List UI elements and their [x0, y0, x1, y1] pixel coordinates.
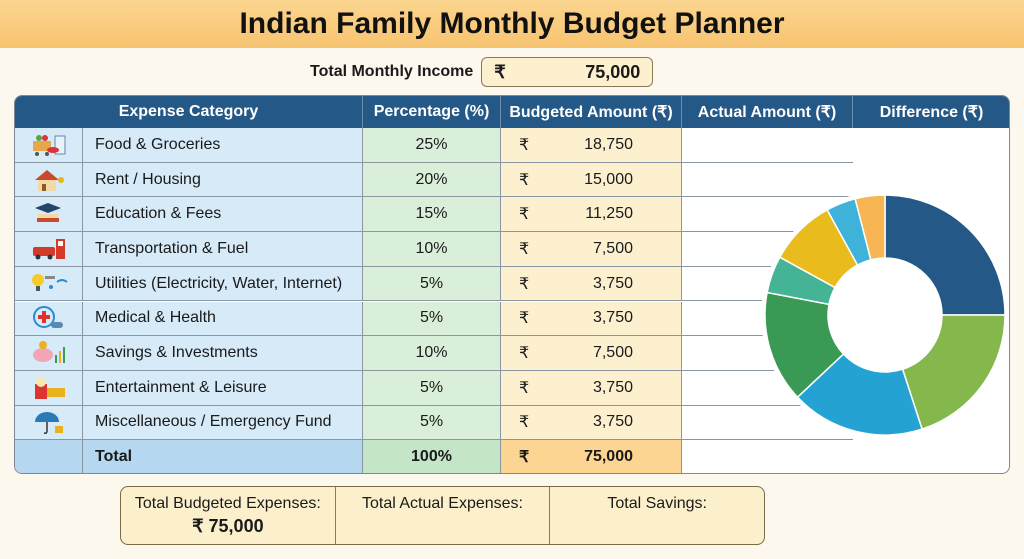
title-bar: Indian Family Monthly Budget Planner — [0, 0, 1024, 48]
budget-cell[interactable]: ₹3,750 — [501, 301, 682, 337]
donut-slice-1 — [901, 314, 1006, 431]
percentage-cell[interactable]: 10% — [363, 336, 501, 371]
header-0: Expense Category — [15, 96, 363, 128]
summary-label: Total Budgeted Expenses: — [134, 495, 321, 512]
rupee-symbol: ₹ — [519, 171, 530, 189]
total-label: Total — [83, 440, 363, 473]
percentage-cell[interactable]: 5% — [363, 301, 501, 337]
rupee-symbol: ₹ — [519, 275, 530, 293]
category-name: Savings & Investments — [83, 336, 363, 371]
category-icon-cell — [15, 266, 83, 302]
summary-savings: Total Savings: — [549, 487, 764, 544]
budget-cell[interactable]: ₹7,500 — [501, 232, 682, 267]
actual-amount-cell[interactable] — [682, 162, 853, 198]
bulb-tap-wifi-icon — [31, 273, 68, 291]
summary-label: Total Actual Expenses: — [362, 495, 523, 512]
category-name: Entertainment & Leisure — [83, 370, 363, 406]
percentage-cell[interactable]: 5% — [363, 405, 501, 441]
house-key-icon — [34, 169, 64, 191]
category-name: Food & Groceries — [83, 128, 363, 163]
donut-slice-0 — [884, 194, 1006, 316]
total-icon-cell — [15, 440, 83, 473]
budget-value: 15,000 — [584, 170, 633, 188]
rupee-symbol: ₹ — [519, 136, 530, 154]
budget-cell[interactable]: ₹3,750 — [501, 266, 682, 302]
summary-budgeted: Total Budgeted Expenses: ₹ 75,000 — [121, 487, 335, 544]
percentage-cell[interactable]: 15% — [363, 197, 501, 233]
category-name: Education & Fees — [83, 197, 363, 233]
grocery-cart-icon — [32, 134, 65, 156]
category-name: Utilities (Electricity, Water, Internet) — [83, 266, 363, 302]
category-name: Rent / Housing — [83, 162, 363, 198]
summary-actual: Total Actual Expenses: — [334, 487, 550, 544]
percentage-cell[interactable]: 20% — [363, 162, 501, 198]
income-value: 75,000 — [585, 61, 641, 82]
budget-value: 7,500 — [592, 239, 633, 257]
rupee-symbol: ₹ — [519, 414, 530, 432]
header-4: Difference (₹) — [853, 96, 1009, 128]
budget-value: 3,750 — [592, 378, 633, 396]
budget-value: 3,750 — [592, 413, 633, 431]
total-budget: ₹75,000 — [501, 440, 682, 473]
summary-box: Total Budgeted Expenses: ₹ 75,000 Total A… — [120, 486, 765, 545]
header-3: Actual Amount (₹) — [682, 96, 853, 128]
category-icon-cell — [15, 405, 83, 441]
car-fuel-icon — [32, 238, 65, 260]
percentage-cell[interactable]: 25% — [363, 128, 501, 163]
budget-cell[interactable]: ₹18,750 — [501, 128, 682, 163]
income-label: Total Monthly Income — [310, 63, 474, 80]
category-icon-cell — [15, 370, 83, 406]
umbrella-coins-icon — [34, 412, 63, 435]
total-budget-value: 75,000 — [584, 448, 633, 466]
percentage-cell[interactable]: 5% — [363, 266, 501, 302]
medical-cross-icon — [32, 306, 63, 329]
category-icon-cell — [15, 162, 83, 198]
rupee-symbol: ₹ — [519, 345, 530, 363]
header-2: Budgeted Amount (₹) — [501, 96, 682, 128]
category-icon-cell — [15, 128, 83, 163]
budget-value: 18,750 — [584, 135, 633, 153]
percentage-cell[interactable]: 5% — [363, 370, 501, 406]
category-name: Medical & Health — [83, 301, 363, 337]
budget-value: 7,500 — [592, 344, 633, 362]
rupee-symbol: ₹ — [519, 240, 530, 258]
category-icon-cell — [15, 197, 83, 233]
header-1: Percentage (%) — [363, 96, 501, 128]
total-income: Total Monthly Income ₹ 75,000 — [310, 57, 654, 87]
budget-cell[interactable]: ₹7,500 — [501, 336, 682, 371]
budget-donut-chart — [761, 191, 1009, 439]
category-icon-cell — [15, 232, 83, 267]
rupee-symbol: ₹ — [494, 61, 506, 82]
category-icon-cell — [15, 336, 83, 371]
rupee-symbol: ₹ — [519, 449, 530, 467]
budget-value: 3,750 — [592, 309, 633, 327]
rupee-symbol: ₹ — [519, 310, 530, 328]
summary-label: Total Savings: — [607, 495, 707, 512]
summary-value: ₹ 75,000 — [192, 516, 264, 536]
budget-cell[interactable]: ₹3,750 — [501, 370, 682, 406]
category-icon-cell — [15, 301, 83, 337]
budget-value: 3,750 — [592, 274, 633, 292]
budget-cell[interactable]: ₹3,750 — [501, 405, 682, 441]
rupee-symbol: ₹ — [519, 379, 530, 397]
actual-amount-cell[interactable] — [682, 128, 853, 163]
category-name: Transportation & Fuel — [83, 232, 363, 267]
budget-cell[interactable]: ₹11,250 — [501, 197, 682, 233]
budget-value: 11,250 — [585, 205, 633, 223]
rupee-symbol: ₹ — [519, 206, 530, 224]
category-name: Miscellaneous / Emergency Fund — [83, 405, 363, 441]
popcorn-ticket-icon — [34, 376, 65, 399]
graduation-books-icon — [34, 203, 61, 223]
page-title: Indian Family Monthly Budget Planner — [239, 7, 785, 40]
piggy-bank-icon — [32, 341, 65, 364]
total-percent: 100% — [363, 440, 501, 473]
percentage-cell[interactable]: 10% — [363, 232, 501, 267]
income-input[interactable]: ₹ 75,000 — [481, 57, 654, 87]
budget-cell[interactable]: ₹15,000 — [501, 162, 682, 198]
donut-slice-7 — [854, 194, 886, 261]
